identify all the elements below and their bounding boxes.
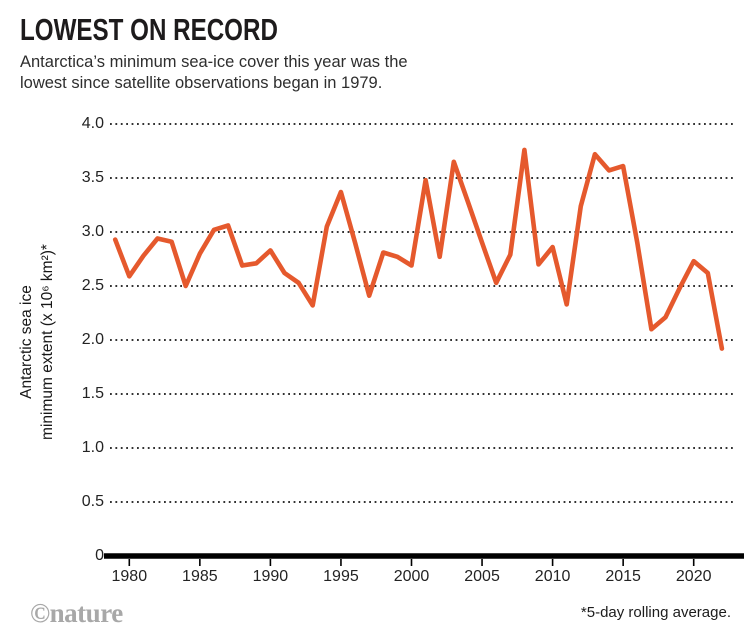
chart-subtitle: Antarctica’s minimum sea-ice cover this … [20, 52, 408, 94]
chart-subtitle-line-1: Antarctica’s minimum sea-ice cover this … [20, 53, 408, 71]
x-tick-label: 1995 [323, 568, 359, 585]
y-tick-label: 1.5 [81, 385, 104, 402]
chart-title: LOWEST ON RECORD [20, 12, 278, 47]
x-tick-label: 2015 [605, 568, 641, 585]
y-tick-label: 3.0 [81, 223, 104, 240]
data-line [112, 147, 725, 351]
footnote: *5-day rolling average. [580, 604, 731, 621]
x-tick-label: 1985 [182, 568, 218, 585]
nature-logo: ©nature [30, 598, 123, 628]
y-tick-label: 0 [95, 547, 104, 564]
x-tick-label: 2005 [464, 568, 500, 585]
x-tick-label: 2010 [534, 568, 571, 585]
x-tick-label: 1990 [252, 568, 289, 585]
y-tick-label: 0.5 [81, 493, 104, 510]
x-tick-label: 2000 [393, 568, 430, 585]
x-tick-label: 1980 [111, 568, 148, 585]
y-tick-label: 3.5 [81, 169, 104, 186]
y-tick-label: 4.0 [81, 115, 104, 132]
y-tick-label: 1.0 [81, 439, 104, 456]
y-tick-label: 2.5 [81, 277, 104, 294]
y-tick-label: 2.0 [81, 331, 104, 348]
x-tick-label: 2020 [675, 568, 712, 585]
chart-subtitle-line-2: lowest since satellite observations bega… [20, 74, 383, 92]
